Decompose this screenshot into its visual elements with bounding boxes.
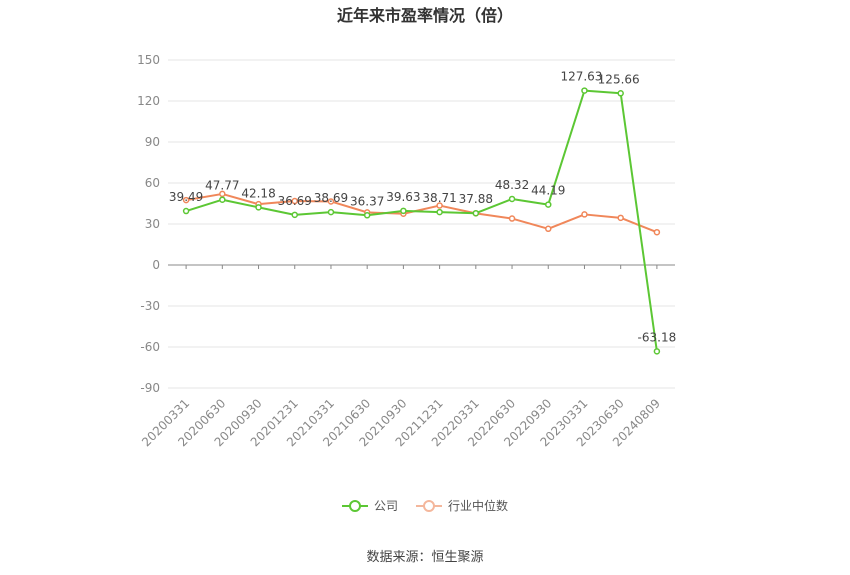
data-label: 36.69	[278, 194, 312, 208]
y-tick-label: 30	[145, 217, 160, 231]
data-label: 47.77	[205, 179, 239, 193]
legend-item-industry-median[interactable]: 行业中位数	[416, 497, 508, 514]
data-point-industry-median	[219, 190, 226, 198]
data-label: 125.66	[598, 72, 640, 86]
data-point-company	[653, 348, 661, 355]
data-point-company	[508, 195, 516, 203]
y-tick-label: 60	[145, 176, 160, 190]
data-point-company	[219, 196, 226, 203]
legend-item-company[interactable]: 公司	[341, 497, 398, 514]
legend-swatch-company	[341, 499, 368, 513]
legend-swatch-industry-median	[416, 499, 442, 513]
data-point-company	[291, 211, 298, 219]
y-tick-label: -30	[140, 299, 160, 313]
data-point-company	[327, 208, 335, 216]
y-tick-label: 90	[145, 135, 160, 149]
data-label: 39.63	[386, 190, 420, 204]
data-label: 38.71	[422, 191, 456, 205]
data-point-company	[182, 207, 190, 215]
data-point-company	[545, 201, 552, 208]
data-label: 37.88	[459, 192, 493, 206]
legend-label-company: 公司	[373, 499, 398, 513]
data-point-industry-median	[182, 196, 190, 204]
y-tick-label: 120	[137, 94, 160, 108]
y-tick-label: -90	[140, 381, 160, 395]
data-label: 127.63	[560, 70, 602, 84]
data-label: 48.32	[495, 178, 529, 192]
series-line-company	[185, 89, 658, 352]
data-label: -63.18	[638, 330, 677, 344]
data-point-industry-median	[617, 214, 624, 222]
series-lines	[182, 87, 661, 355]
data-point-industry-median	[581, 211, 588, 218]
chart-title: 近年来市盈率情况（倍）	[336, 6, 513, 25]
data-point-company	[400, 207, 407, 215]
data-point-industry-median	[653, 228, 661, 236]
y-tick-label: 0	[152, 258, 160, 272]
data-label: 42.18	[241, 186, 275, 200]
axes: 1501209060300-30-60-90202003312020063020…	[137, 53, 675, 449]
data-label: 39.49	[169, 190, 203, 204]
data-label: 38.69	[314, 191, 348, 205]
legend: 公司 行业中位数	[0, 497, 850, 514]
y-tick-label: -60	[140, 340, 160, 354]
grid-lines	[168, 59, 675, 389]
data-point-company	[363, 212, 371, 219]
data-source: 数据来源：恒生聚源	[366, 550, 484, 565]
data-point-company	[436, 208, 443, 216]
data-point-company	[255, 204, 262, 211]
y-tick-label: 150	[137, 53, 160, 67]
data-point-industry-median	[327, 198, 335, 205]
legend-label-industry-median: 行业中位数	[448, 499, 509, 513]
data-point-industry-median	[436, 202, 443, 209]
data-point-company	[617, 90, 624, 97]
data-point-industry-median	[508, 215, 516, 222]
data-point-company	[581, 87, 588, 94]
data-label: 36.37	[350, 194, 384, 208]
data-point-industry-median	[291, 197, 298, 205]
series-line-industry-median	[185, 192, 658, 234]
data-label: 44.19	[531, 184, 565, 198]
data-point-industry-median	[545, 225, 552, 233]
data-point-company	[472, 209, 480, 217]
